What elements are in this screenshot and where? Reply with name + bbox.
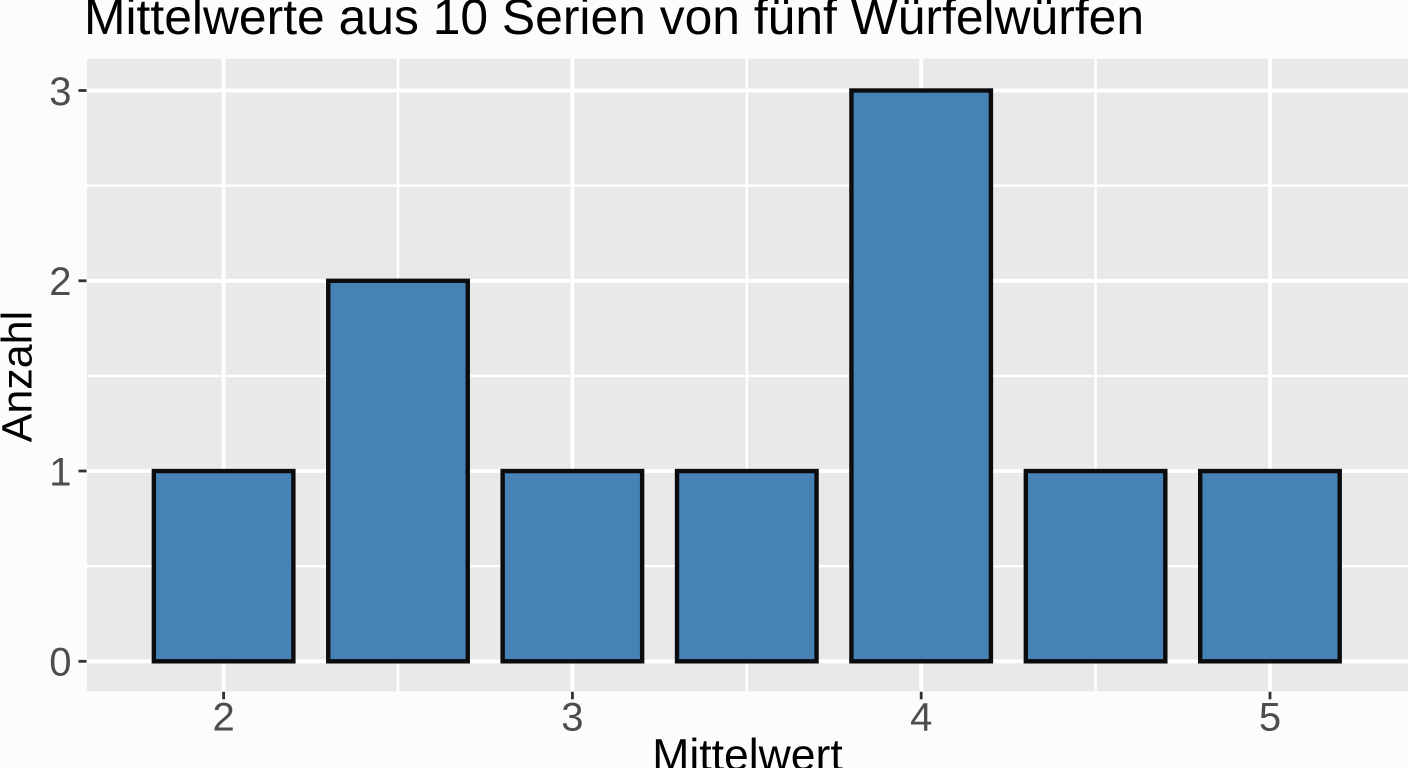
svg-text:3: 3 [561,696,583,740]
svg-text:Anzahl: Anzahl [0,311,42,442]
svg-text:Mittelwerte aus 10 Serien von: Mittelwerte aus 10 Serien von fünf Würfe… [84,0,1144,45]
svg-text:2: 2 [212,696,234,740]
svg-text:4: 4 [910,696,932,740]
svg-text:Mittelwert: Mittelwert [652,731,843,768]
svg-text:0: 0 [49,641,71,685]
svg-text:1: 1 [49,450,71,494]
svg-text:5: 5 [1259,696,1281,740]
svg-text:2: 2 [49,260,71,304]
svg-text:3: 3 [49,70,71,114]
